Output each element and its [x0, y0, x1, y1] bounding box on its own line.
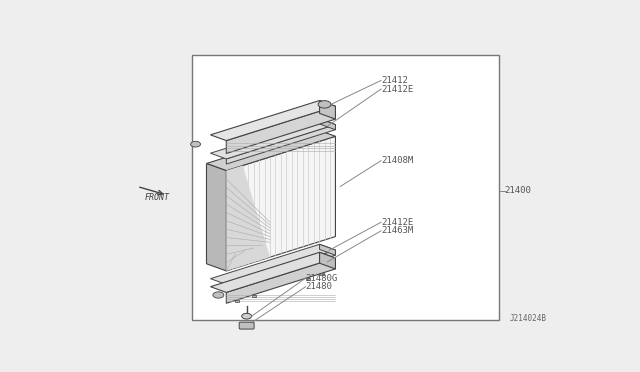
Bar: [306, 278, 310, 280]
Polygon shape: [207, 129, 335, 171]
Text: 21400: 21400: [504, 186, 531, 195]
Text: 21412: 21412: [381, 76, 408, 85]
Polygon shape: [227, 258, 335, 303]
Polygon shape: [227, 250, 335, 289]
Bar: [252, 295, 255, 297]
Polygon shape: [211, 244, 335, 284]
Bar: [191, 55, 499, 320]
Text: J214024B: J214024B: [509, 314, 547, 323]
Text: 21412E: 21412E: [381, 84, 413, 93]
Polygon shape: [211, 100, 335, 141]
Text: 21480: 21480: [306, 282, 333, 291]
Circle shape: [191, 141, 200, 147]
Circle shape: [242, 313, 252, 319]
Circle shape: [318, 101, 331, 108]
Polygon shape: [227, 136, 335, 271]
Text: FRONT: FRONT: [145, 193, 170, 202]
FancyBboxPatch shape: [239, 322, 254, 329]
Polygon shape: [227, 125, 335, 164]
Text: 21408M: 21408M: [381, 156, 413, 165]
Text: 21463M: 21463M: [381, 226, 413, 235]
Polygon shape: [319, 252, 335, 269]
Circle shape: [213, 292, 224, 298]
Bar: [236, 300, 239, 302]
Polygon shape: [319, 244, 335, 255]
Polygon shape: [211, 119, 335, 159]
Polygon shape: [211, 252, 335, 292]
Polygon shape: [227, 106, 335, 154]
Text: 21480G: 21480G: [306, 273, 338, 283]
Text: 21412E: 21412E: [381, 218, 413, 227]
Polygon shape: [319, 100, 335, 119]
Polygon shape: [319, 119, 335, 130]
Polygon shape: [207, 164, 227, 271]
Polygon shape: [227, 166, 270, 271]
Bar: [321, 273, 324, 275]
